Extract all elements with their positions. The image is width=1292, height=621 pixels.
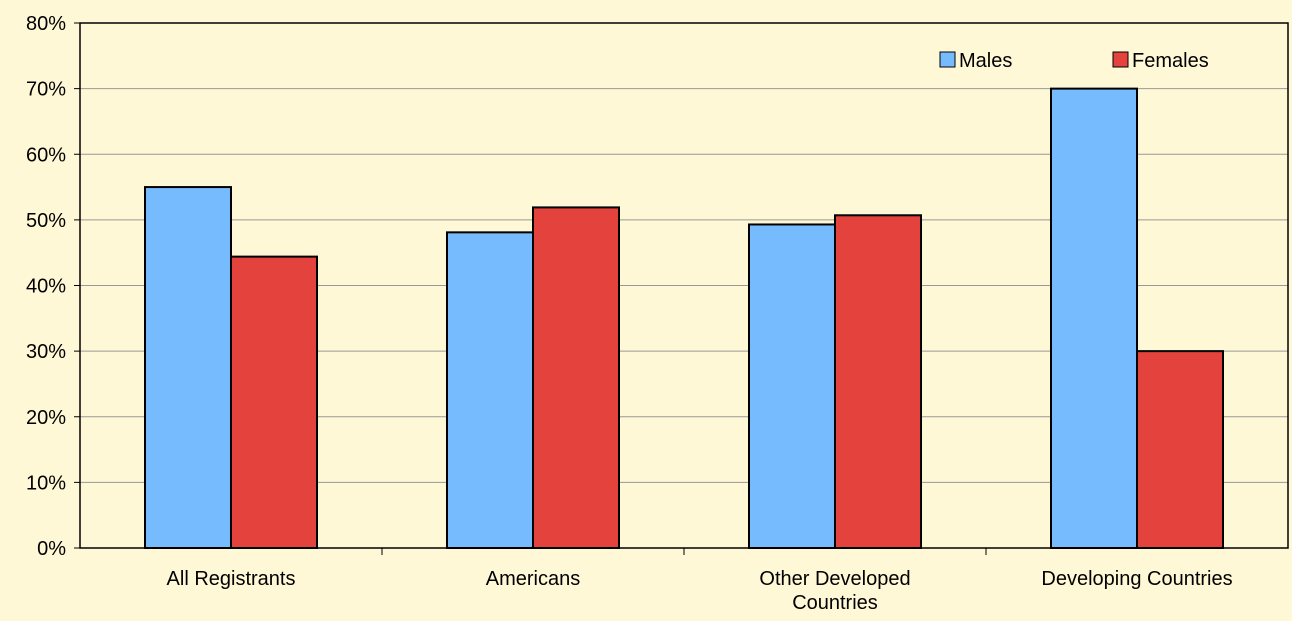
y-tick-label: 30% <box>26 341 66 363</box>
bars <box>144 87 1224 549</box>
y-tick-label: 50% <box>26 210 66 232</box>
axes <box>74 22 1289 555</box>
bar-males-2 <box>748 223 836 549</box>
bar-males-1 <box>446 231 534 549</box>
y-axis-tick-labels: 0% 10% 20% 30% 40% 50% 60% 70% 80% <box>26 13 66 560</box>
y-tick-label: 20% <box>26 407 66 429</box>
y-tick-label: 60% <box>26 144 66 166</box>
x-category-label: Americans <box>486 568 580 590</box>
legend-label-males: Males <box>959 50 1012 72</box>
y-tick-label: 10% <box>26 472 66 494</box>
legend-label-females: Females <box>1132 50 1209 72</box>
y-tick-label: 80% <box>26 13 66 35</box>
x-category-label: Other Developed Countries <box>759 568 910 614</box>
legend-swatch-females <box>1112 51 1129 68</box>
bar-females-2 <box>834 214 922 549</box>
legend-swatch-males <box>939 51 956 68</box>
x-category-label: All Registrants <box>167 568 296 590</box>
legend: Males Females <box>939 50 1209 72</box>
x-axis-category-labels: All Registrants Americans Other Developed C… <box>167 568 1233 614</box>
y-tick-label: 40% <box>26 276 66 298</box>
bar-females-1 <box>532 206 620 549</box>
bar-males-3 <box>1050 87 1138 549</box>
y-tick-label: 0% <box>37 538 66 560</box>
x-category-label: Developing Countries <box>1041 568 1232 590</box>
y-tick-label: 70% <box>26 79 66 101</box>
bar-females-3 <box>1136 350 1224 549</box>
bar-males-0 <box>144 186 232 549</box>
bar-females-0 <box>230 255 318 549</box>
